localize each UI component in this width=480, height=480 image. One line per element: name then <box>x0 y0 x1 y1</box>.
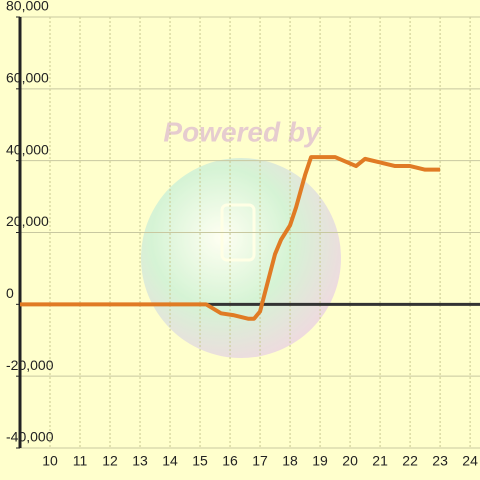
x-tick-label: 13 <box>132 453 148 469</box>
x-tick-label: 17 <box>252 453 268 469</box>
x-tick-label: 16 <box>222 453 238 469</box>
y-tick-label: -20,000 <box>6 357 54 373</box>
x-tick-label: 20 <box>342 453 358 469</box>
y-tick-label: -40,000 <box>6 429 54 445</box>
y-tick-label: 60,000 <box>6 70 49 86</box>
y-tick-label: 20,000 <box>6 213 49 229</box>
x-tick-label: 22 <box>402 453 418 469</box>
x-tick-label: 11 <box>73 453 88 469</box>
y-tick-label: 0 <box>6 285 14 301</box>
watermark-text: Powered by <box>163 116 322 147</box>
y-tick-label: 80,000 <box>6 0 49 14</box>
x-tick-label: 12 <box>102 453 118 469</box>
y-tick-label: 40,000 <box>6 141 49 157</box>
x-tick-label: 15 <box>192 453 208 469</box>
x-tick-label: 21 <box>372 453 388 469</box>
x-tick-label: 10 <box>42 453 58 469</box>
data-line <box>20 155 441 321</box>
x-tick-label: 23 <box>432 453 448 469</box>
x-tick-label: 18 <box>282 453 298 469</box>
x-tick-label: 14 <box>162 453 178 469</box>
x-tick-label: 24 <box>462 453 478 469</box>
watermark <box>141 158 341 358</box>
x-tick-label: 19 <box>312 453 328 469</box>
